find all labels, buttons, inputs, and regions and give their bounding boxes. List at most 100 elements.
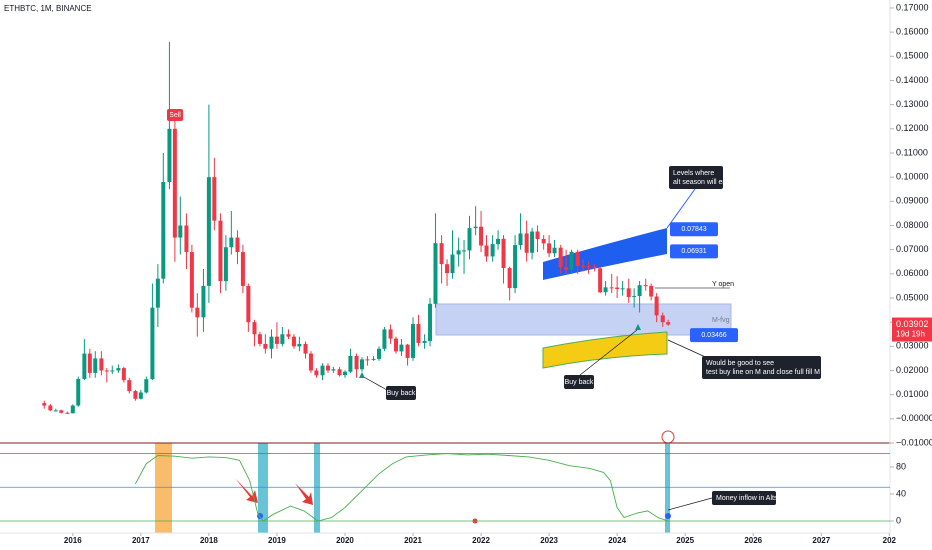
candle-body [569, 251, 574, 270]
last-price-box [892, 317, 932, 342]
candle-body [371, 358, 376, 360]
candle-body [121, 368, 126, 381]
candle-body [223, 247, 228, 282]
level-ribbon [543, 228, 667, 280]
red-arrow [295, 483, 313, 505]
candle-body [87, 353, 92, 373]
candle-body [433, 243, 438, 304]
candle-body [218, 220, 223, 282]
y-tick-label: 80 [896, 461, 906, 471]
candle-body [155, 278, 160, 308]
money-text: Money inflow in Alts [716, 495, 778, 502]
candle-body [99, 358, 104, 371]
candle-body [297, 343, 302, 347]
y-tick-label: 0.06000 [896, 268, 929, 278]
candle-body [462, 250, 467, 252]
candle-body [178, 225, 183, 238]
y-tick-label: 0.09000 [896, 196, 929, 206]
x-tick-label: 2027 [812, 536, 830, 545]
levels-note: Levels where alt season will end [669, 166, 730, 189]
candle-body [496, 238, 501, 245]
candle-body [286, 334, 291, 337]
candle-body [144, 379, 149, 393]
candle-body [127, 380, 132, 392]
money-label: Money inflow in Alts [712, 491, 778, 505]
candle-body [308, 353, 313, 371]
candle-body [626, 288, 631, 298]
candle-body [467, 228, 472, 251]
y-tick-label: 0.08000 [896, 220, 929, 230]
candle-body [240, 252, 245, 286]
candle-body [581, 266, 586, 268]
y-tick-label: 0 [896, 515, 901, 525]
y-tick-label: 0.10000 [896, 172, 929, 182]
x-tick-label: 2023 [540, 536, 558, 545]
candle-body [76, 378, 81, 406]
candle-body [376, 348, 381, 359]
candle-body [490, 244, 495, 257]
candle-body [48, 405, 53, 411]
candle-body [252, 322, 257, 335]
candle-body [331, 369, 336, 371]
candle-body [394, 338, 399, 352]
candle-body [189, 252, 194, 308]
buy-back-text: Buy back [387, 390, 416, 397]
note-line: alt season will end [673, 179, 730, 186]
candle-body [382, 329, 387, 349]
y-tick-label: −0.00000 [896, 413, 932, 423]
candle-body [518, 233, 523, 246]
level-label: 0.07843 [681, 226, 706, 233]
y-tick-label: 0.14000 [896, 75, 929, 85]
candle-body [388, 329, 393, 339]
level-label: 0.03466 [701, 332, 726, 339]
candle-body [42, 403, 47, 406]
candle-body [303, 343, 308, 354]
candle-body [229, 237, 234, 248]
buy-arrow [635, 324, 641, 330]
x-tick-label: 2021 [404, 536, 422, 545]
candle-body [473, 226, 478, 229]
candle-body [138, 392, 143, 399]
candle-body [291, 336, 296, 347]
buy-ribbon [542, 331, 668, 369]
level-box [670, 222, 718, 237]
candle-body [320, 365, 325, 376]
level-box [670, 244, 718, 259]
candle-body [354, 355, 359, 370]
candle-body [513, 245, 518, 289]
last-price-label: 0.03902 [896, 319, 929, 329]
candle-body [399, 344, 404, 352]
x-tick-label: 2022 [472, 536, 490, 545]
candle-body [53, 410, 58, 412]
candle-body [450, 254, 455, 274]
candle-body [564, 267, 569, 270]
candle-body [274, 336, 279, 344]
note: Would be good to see test buy line on M … [702, 356, 836, 379]
candle-body [507, 268, 512, 289]
highlight-band [314, 443, 320, 533]
candle-body [592, 266, 597, 269]
candle-body [547, 243, 552, 254]
note-line: Levels where [673, 170, 714, 177]
candle-body [133, 391, 138, 399]
candle-body [206, 177, 211, 286]
candle-body [428, 303, 433, 342]
candle-body [212, 177, 217, 221]
candle-body [479, 226, 484, 246]
candle-body [110, 370, 115, 372]
annotations: Sell Buy back Levels where alt season wi… [155, 109, 836, 533]
callout-line [666, 188, 696, 229]
x-tick-label: 2025 [676, 536, 694, 545]
highlight-band [258, 443, 268, 533]
candle-body [65, 412, 70, 414]
candle-body [541, 239, 546, 244]
candle-body [484, 245, 489, 257]
candle-body [603, 287, 608, 293]
candle-body [405, 344, 410, 358]
highlight-band [155, 443, 172, 533]
candle-body [643, 285, 648, 287]
y-tick-label: 0.16000 [896, 27, 929, 37]
candle-body [666, 322, 671, 325]
candle-body [93, 358, 98, 373]
